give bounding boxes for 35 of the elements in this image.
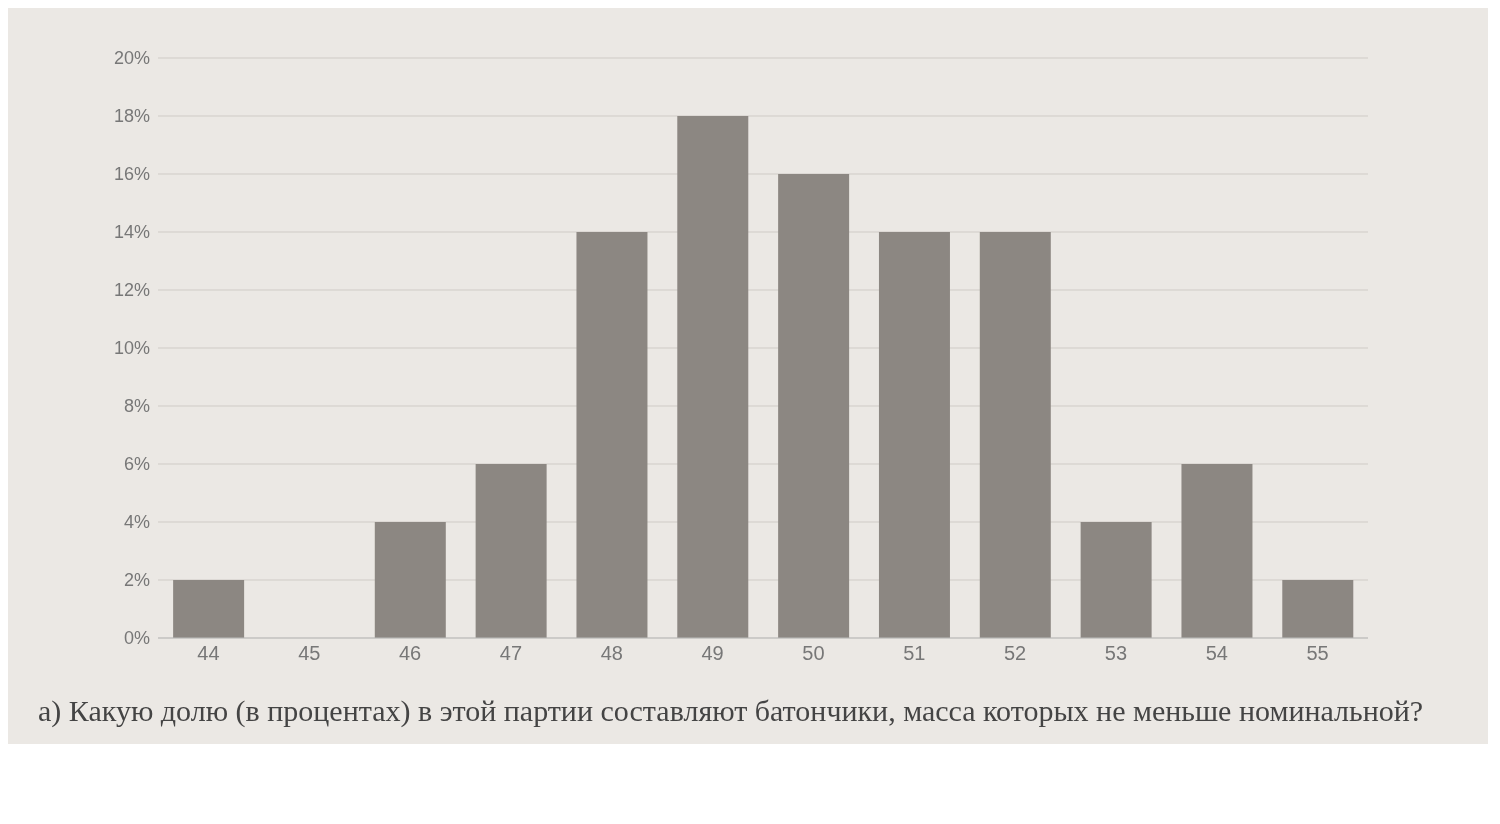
x-tick-label: 47 [499, 642, 523, 665]
bar [173, 580, 245, 638]
bar [677, 116, 749, 638]
y-tick-label: 0% [123, 628, 150, 649]
x-tick-label: 44 [197, 642, 220, 665]
x-tick-label: 54 [1205, 642, 1228, 665]
x-tick-label: 49 [701, 642, 724, 665]
bar [576, 232, 648, 638]
y-tick-label: 18% [113, 106, 150, 127]
x-tick-label: 51 [903, 642, 926, 665]
text: а) Какую долю (в процентах) в этой партии составляют батончики, масса которых не меньше номинальной? [38, 694, 1425, 728]
y-tick-label: 12% [113, 280, 150, 301]
y-tick-label: 16% [113, 164, 150, 185]
bar [1080, 522, 1152, 638]
x-tick-label: 50 [802, 642, 825, 665]
y-tick-label: 8% [123, 396, 150, 417]
x-tick-label: 46 [398, 642, 422, 665]
x-tick-label: 52 [1003, 642, 1027, 665]
x-tick-label: 55 [1306, 642, 1329, 665]
x-tick-label: 45 [298, 642, 321, 665]
y-tick-label: 14% [113, 222, 150, 243]
bar [1282, 580, 1354, 638]
bar [374, 522, 446, 638]
y-tick-label: 20% [113, 48, 150, 69]
bar [878, 232, 950, 638]
bar [778, 174, 850, 638]
y-tick-label: 10% [113, 338, 150, 359]
bar [475, 464, 547, 638]
bar [1181, 464, 1253, 638]
y-tick-label: 2% [123, 570, 150, 591]
y-tick-label: 6% [123, 454, 150, 475]
y-tick-label: 4% [123, 512, 150, 533]
bar [979, 232, 1051, 638]
x-tick-label: 48 [600, 642, 623, 665]
x-tick-label: 53 [1104, 642, 1128, 665]
